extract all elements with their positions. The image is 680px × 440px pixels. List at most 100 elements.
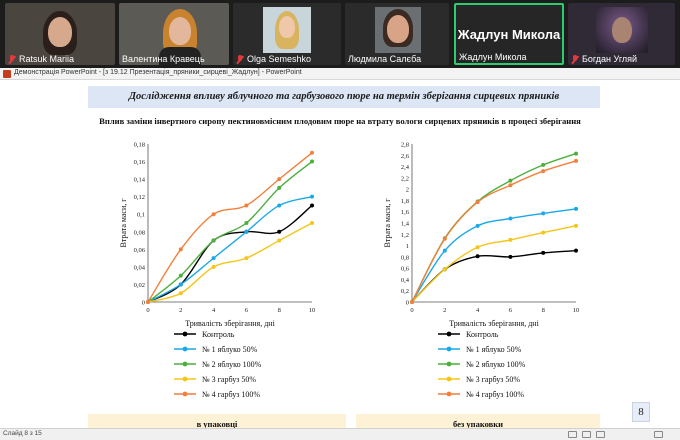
slide-sorter-icon[interactable] <box>582 431 591 438</box>
data-point <box>508 254 513 259</box>
data-point <box>211 264 216 269</box>
data-point <box>475 200 480 205</box>
y-tick-label: 0,06 <box>134 247 146 254</box>
chart-without-package: 0 0,2 0,4 0,6 0,8 1 1,2 1,4 1,6 1,8 2 2,2 2,4 2,6 2,8 0… <box>383 142 580 400</box>
data-point <box>310 159 314 164</box>
legend-label: № 2 яблуко 100% <box>202 360 262 369</box>
y-tick-label: 2,8 <box>401 142 409 149</box>
y-tick-label: 0 <box>142 300 145 307</box>
x-tick-label: 4 <box>212 307 216 314</box>
data-point <box>211 256 216 261</box>
data-point <box>508 178 513 183</box>
series-line <box>147 152 313 303</box>
x-axis-label: Тривалість зберігання, дні <box>185 319 275 328</box>
data-point <box>508 216 513 221</box>
series-line <box>147 161 313 303</box>
participant-name: Богдан Угляй <box>582 54 638 64</box>
y-tick-label: 0,08 <box>134 229 145 236</box>
legend-label: Контроль <box>466 330 499 339</box>
y-tick-label: 2,2 <box>401 175 409 182</box>
participant-name: Olga Semeshko <box>247 54 312 64</box>
participant-tile[interactable]: Валентина Кравець <box>119 3 229 65</box>
statusbar: Слайд 8 з 15 <box>0 428 680 440</box>
y-tick-label: 2 <box>406 187 409 194</box>
series-line <box>147 195 313 303</box>
data-point <box>244 221 249 225</box>
data-point <box>178 273 183 278</box>
x-tick-label: 2 <box>179 307 182 314</box>
participant-tile-active-speaker[interactable]: Жадлун Микола Жадлун Микола <box>454 3 564 65</box>
data-point <box>541 162 546 167</box>
data-point <box>277 203 282 208</box>
participant-tile[interactable]: Olga Semeshko <box>233 3 341 65</box>
legend-marker <box>182 376 188 382</box>
powerpoint-icon <box>3 70 11 78</box>
x-tick-label: 10 <box>573 307 580 314</box>
legend-marker <box>182 346 188 352</box>
x-tick-label: 6 <box>245 307 249 314</box>
legend-marker <box>446 361 452 367</box>
participant-name: Жадлун Микола <box>459 52 527 62</box>
caption-label: в упаковці <box>196 419 238 429</box>
slide-page-number: 8 <box>632 402 650 422</box>
participant-tile[interactable]: Ratsuk Mariia <box>5 3 115 65</box>
series-line <box>147 222 313 303</box>
y-tick-label: 1,2 <box>401 232 409 239</box>
legend-label: № 3 гарбуз 50% <box>466 375 520 384</box>
x-axis-label: Тривалість зберігання, дні <box>449 319 539 328</box>
y-tick-label: 0,18 <box>134 142 145 149</box>
y-tick-label: 0,02 <box>134 282 145 289</box>
data-point <box>244 203 249 208</box>
x-tick-label: 0 <box>146 307 149 314</box>
data-point <box>475 223 480 228</box>
data-point <box>508 237 513 242</box>
participant-strip: Ratsuk Mariia Валентина Кравець Olga Sem… <box>0 0 680 68</box>
y-tick-label: 0,12 <box>134 194 145 201</box>
participant-name: Ratsuk Mariia <box>19 54 75 64</box>
data-point <box>310 203 314 208</box>
chart-in-package: 0 0,02 0,04 0,06 0,08 0,1 0,12 0,14 0,16 0,18 0 2 4 6… <box>119 142 315 400</box>
y-tick-label: 0 <box>406 300 409 307</box>
participant-tile[interactable]: Богдан Угляй <box>568 3 675 65</box>
slide-title: Дослідження впливу яблучного та гарбузов… <box>128 91 560 102</box>
mic-muted-icon <box>8 54 16 64</box>
legend-marker <box>446 376 452 382</box>
y-tick-label: 0,16 <box>134 159 146 166</box>
presentation-slide: Дослідження впливу яблучного та гарбузов… <box>0 80 680 429</box>
data-point <box>178 291 183 296</box>
data-point <box>574 223 578 228</box>
slideshow-icon[interactable] <box>654 431 663 438</box>
data-point <box>541 250 546 255</box>
y-tick-label: 0,14 <box>134 177 146 184</box>
series-line <box>411 225 577 303</box>
series-line <box>411 152 577 303</box>
data-point <box>310 150 314 155</box>
normal-view-icon[interactable] <box>568 431 577 438</box>
legend-marker <box>182 361 188 367</box>
data-point <box>508 183 513 188</box>
data-point <box>277 185 282 190</box>
x-tick-label: 8 <box>278 307 281 314</box>
y-tick-label: 0,8 <box>401 254 409 261</box>
participant-tile[interactable]: Людмила Салєба <box>345 3 449 65</box>
y-tick-label: 2,4 <box>401 164 410 171</box>
legend-label: № 4 гарбуз 100% <box>466 390 524 399</box>
data-point <box>541 169 546 174</box>
data-point <box>574 158 578 163</box>
y-tick-label: 2,6 <box>401 153 410 160</box>
y-tick-label: 0,6 <box>401 266 410 273</box>
reading-view-icon[interactable] <box>596 431 605 438</box>
data-point <box>475 245 480 250</box>
participant-name: Валентина Кравець <box>122 54 205 64</box>
x-tick-label: 8 <box>542 307 545 314</box>
legend-label: Контроль <box>202 330 235 339</box>
data-point <box>442 267 447 272</box>
data-point <box>178 247 183 252</box>
legend-label: № 1 яблуко 50% <box>466 345 522 354</box>
slide-subtitle: Вплив заміни інвертного сиропу пектиновм… <box>99 116 581 126</box>
y-tick-label: 1,6 <box>401 209 410 216</box>
participant-name: Людмила Салєба <box>348 54 422 64</box>
caption-without-package: без упаковки <box>356 414 600 429</box>
data-point <box>244 256 249 261</box>
series-line <box>411 160 577 303</box>
